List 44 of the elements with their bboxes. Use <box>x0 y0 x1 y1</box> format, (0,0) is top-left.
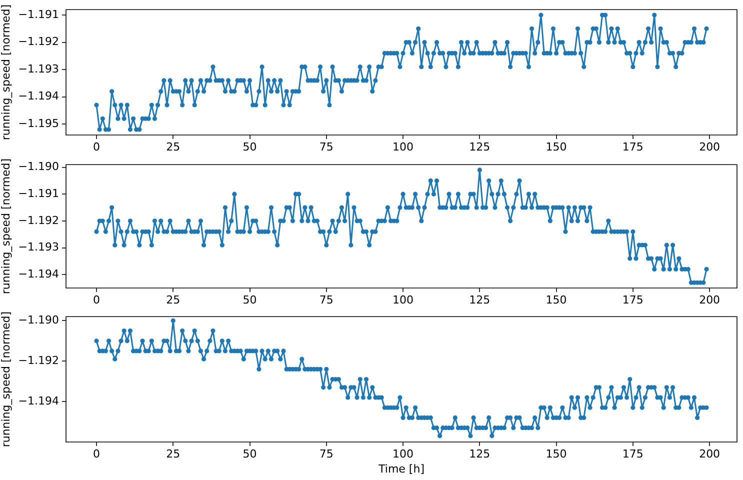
y-tick-label: −1.192 <box>18 214 59 227</box>
x-tick-label: 0 <box>93 140 100 154</box>
x-tick-label: 75 <box>319 140 334 154</box>
x-tick-label: 150 <box>546 293 567 306</box>
x-tick-label: 175 <box>622 140 644 154</box>
x-tick-label: 200 <box>699 293 720 306</box>
y-tick-label: −1.191 <box>18 8 59 21</box>
y-axis-title: running_speed [normed] <box>0 311 12 448</box>
y-tick-label: −1.190 <box>18 314 59 327</box>
y-tick-label: −1.193 <box>18 62 59 76</box>
x-tick-label: 100 <box>392 447 414 460</box>
x-tick-label: 150 <box>546 447 567 460</box>
x-tick-label: 25 <box>166 447 180 460</box>
x-tick-label: 50 <box>242 447 257 460</box>
x-tick-label: 100 <box>392 293 414 306</box>
x-tick-label: 50 <box>242 140 257 154</box>
x-tick-label: 100 <box>392 140 414 154</box>
x-tick-label: 200 <box>699 140 720 154</box>
x-tick-label: 75 <box>319 293 334 306</box>
x-tick-label: 75 <box>319 447 334 460</box>
x-tick-label: 175 <box>622 447 644 460</box>
x-tick-label: 0 <box>93 293 100 306</box>
y-tick-label: −1.193 <box>18 240 59 254</box>
y-tick-label: −1.194 <box>18 394 59 408</box>
x-tick-label: 175 <box>622 293 644 306</box>
y-axis-title: running_speed [normed] <box>0 158 12 294</box>
x-tick-label: 25 <box>166 140 180 154</box>
x-tick-label: 50 <box>242 293 257 306</box>
x-tick-label: 150 <box>546 140 567 154</box>
x-tick-label: 25 <box>166 293 180 306</box>
y-axis-title: running_speed [normed] <box>0 4 12 140</box>
y-tick-label: −1.191 <box>18 186 59 200</box>
y-tick-label: −1.192 <box>18 354 59 367</box>
y-tick-label: −1.195 <box>18 116 59 130</box>
x-tick-label: 200 <box>699 447 720 460</box>
y-tick-label: −1.192 <box>18 35 59 48</box>
x-tick-label: 0 <box>93 447 100 460</box>
x-axis-title: Time [h] <box>378 462 424 476</box>
x-tick-label: 125 <box>469 140 490 154</box>
x-tick-label: 125 <box>469 293 490 306</box>
x-tick-label: 125 <box>469 447 490 460</box>
y-tick-label: −1.194 <box>18 267 59 280</box>
y-tick-label: −1.194 <box>18 90 59 103</box>
y-tick-label: −1.190 <box>18 160 59 174</box>
